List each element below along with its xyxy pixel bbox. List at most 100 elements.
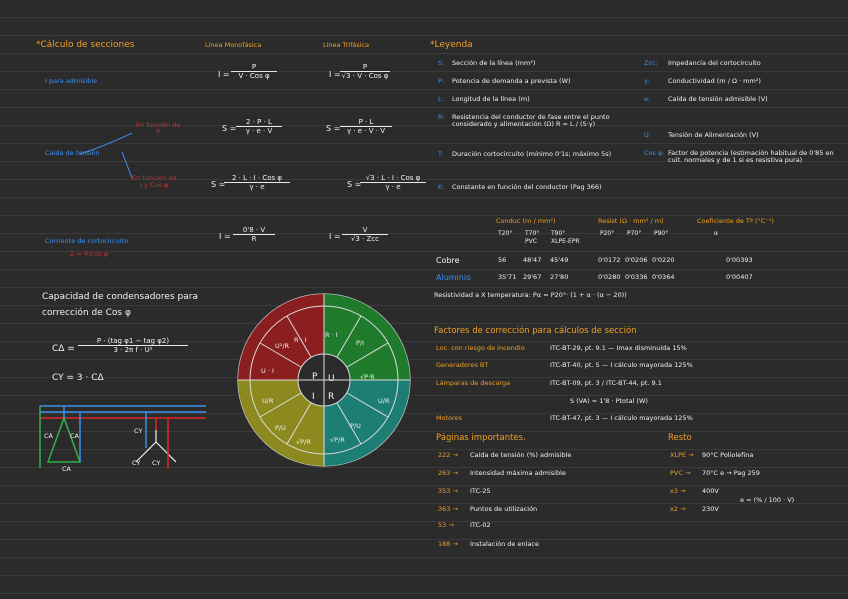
formula-numerator: P — [231, 63, 277, 72]
label-z-r: Z = R — [70, 250, 89, 258]
formula-denominator: √3 · Zcc — [350, 235, 380, 243]
label-funcion-p-line1: En función de — [136, 121, 181, 129]
pagina-number: 188 → — [438, 540, 458, 548]
delta-triangle — [46, 415, 82, 463]
table-row-name: Cobre — [436, 256, 460, 265]
arrow-down — [121, 151, 133, 179]
legend-value: Longitud de la línea (m) — [452, 95, 530, 103]
formula-denominator: R — [251, 235, 257, 243]
i-tri-lhs: I = — [329, 70, 341, 79]
cc-mono-lhs: I = — [219, 232, 231, 241]
legend-key: S: — [438, 59, 445, 67]
star-connection — [135, 430, 177, 463]
legend-value: Sección de la línea (mm²) — [452, 59, 536, 67]
legend-key: P: — [438, 77, 445, 85]
wheel-red-2: U · I — [261, 367, 274, 375]
cc-tri-lhs: I = — [329, 232, 341, 241]
legend-key: γ: — [644, 77, 651, 85]
pagina-value: ITC-02 — [470, 521, 491, 529]
legend-key: U: — [644, 131, 651, 139]
wheel-quadrant-green — [324, 294, 410, 380]
pagina-number: 263 → — [438, 469, 458, 477]
wheel-quadrant-teal — [324, 380, 410, 466]
label-corriente-cortocircuito: Corriente de cortocircuito — [45, 237, 129, 245]
label-funcion-i: En función de I y Cos φ — [132, 174, 177, 190]
formula-cc-tri: V √3 · Zcc — [342, 226, 388, 243]
wheel-red-3: U²/R — [275, 342, 290, 350]
formula-denominator: γ · e · V · V — [346, 127, 386, 135]
section-title-leyenda: *Leyenda — [430, 40, 473, 50]
table-cell: 48'47 — [523, 256, 542, 264]
label-funcion-i-line2: I y Cos φ — [140, 181, 169, 190]
pagina-number: 222 → — [438, 451, 458, 459]
wheel-teal-3: √P/R — [330, 436, 345, 444]
table-subheader: P20° — [600, 230, 615, 237]
table-subheader: P70° — [627, 230, 642, 237]
label-funcion-i-line1: En función de — [132, 174, 177, 182]
table-subheader-2: XLPE-EPR — [551, 238, 580, 245]
legend-key: Cos φ: — [644, 149, 665, 157]
formula-numerator: 0'8 · V — [233, 226, 275, 235]
legend-key: Zcc: — [644, 59, 658, 67]
legend-key: K: — [438, 183, 445, 191]
pagina-value: Caída de tensión (%) admisible — [470, 451, 572, 459]
legend-value: Duración cortocircuito (mínimo 0'1s; máx… — [452, 150, 612, 158]
label-funcion-p: En función de P — [136, 121, 181, 137]
formula-denominator: γ · e · V — [245, 127, 273, 135]
formula-numerator: √3 · L · I · Cos φ — [360, 174, 426, 183]
factor-key: Generadores BT — [436, 361, 489, 369]
legend-value: Potencia de demanda a prevista (W) — [452, 77, 571, 85]
formula-i-tri: P √3 · V · Cos φ — [340, 63, 390, 80]
i-mono-lhs: I = — [218, 70, 230, 79]
table-header-conductividad: Conduc (m / mm²) — [496, 217, 556, 225]
legend-key: R: — [438, 113, 445, 121]
table-row-name: Aluminio — [436, 273, 471, 282]
label-caida-tension: Caída de tensión — [45, 149, 100, 157]
table-cell: 0'0280 — [598, 273, 621, 281]
formula-s1-tri: P · L γ · e · V · V — [340, 118, 392, 135]
formula-denominator: V · Cos φ — [238, 72, 270, 80]
pagina-value: ITC-25 — [470, 487, 491, 495]
table-subheader: α — [714, 230, 718, 237]
legend-key: T: — [438, 150, 444, 158]
legend-value: Caída de tensión admisible (V) — [668, 95, 768, 103]
wheel-green-3: √P·R — [360, 373, 375, 381]
legend-value: Tensión de Alimentación (V) — [668, 131, 759, 139]
table-subheader: T20° — [498, 230, 513, 237]
factor-value: ITC-BT-09, pt. 3 / ITC-BT-44, pt. 9.1 — [550, 379, 662, 387]
table-header-coeficiente: Coeficiente de Tª (°C⁻¹) — [697, 217, 774, 225]
section-title-calculo: *Cálculo de secciones — [36, 40, 135, 50]
formula-numerator: 2 · L · I · Cos φ — [224, 174, 290, 183]
table-cell: 27'80 — [550, 273, 569, 281]
arrows-caida — [79, 132, 133, 179]
pagina-number: 363 → — [438, 505, 458, 513]
wheel-yellow-3: √P/R — [296, 438, 311, 446]
wheel-teal-1: U/R — [378, 397, 390, 405]
factor-value: ITC-BT-40, pt. 5 — I cálculo mayorada 12… — [550, 361, 693, 369]
resto-key: PVC → — [670, 469, 691, 477]
pagina-number: 53 → — [438, 521, 454, 529]
resto-value: e = (% / 100 · V) — [740, 496, 795, 504]
formula-s2-mono: 2 · L · I · Cos φ γ · e — [224, 174, 290, 191]
legend-value: Constante en función del conductor (Pag … — [452, 183, 602, 191]
table-subheader: T90° — [551, 230, 566, 237]
label-cy-1: CY — [134, 427, 143, 435]
factor-value: ITC-BT-29, pt. 9.1 — Imax disminuida 15% — [550, 344, 687, 352]
label-ca-1: CA — [44, 432, 53, 440]
label-ca-2: CA — [70, 432, 79, 440]
cap-lhs: CΔ = — [52, 344, 75, 354]
legend-value: Factor de potencia (estimación habitual … — [668, 149, 834, 165]
table-subheader: T70° — [525, 230, 540, 237]
resto-value: 90°C Poliolefina — [702, 451, 754, 459]
formula-numerator: P · (tag φ1 − tag φ2) — [78, 337, 188, 346]
wheel-yellow-2: P/U — [275, 424, 286, 432]
wheel-center-r: R — [328, 392, 335, 402]
wheel-yellow-1: U/R — [262, 397, 274, 405]
wheel-quadrant-red — [238, 294, 324, 380]
formula-i-mono: P V · Cos φ — [231, 63, 277, 80]
label-i-admisible: I para admisible — [45, 77, 98, 85]
pagina-number: 353 → — [438, 487, 458, 495]
resto-value: 230V — [702, 505, 719, 513]
table-cell: 56 — [498, 256, 507, 264]
resto-key: XLPE → — [670, 451, 694, 459]
